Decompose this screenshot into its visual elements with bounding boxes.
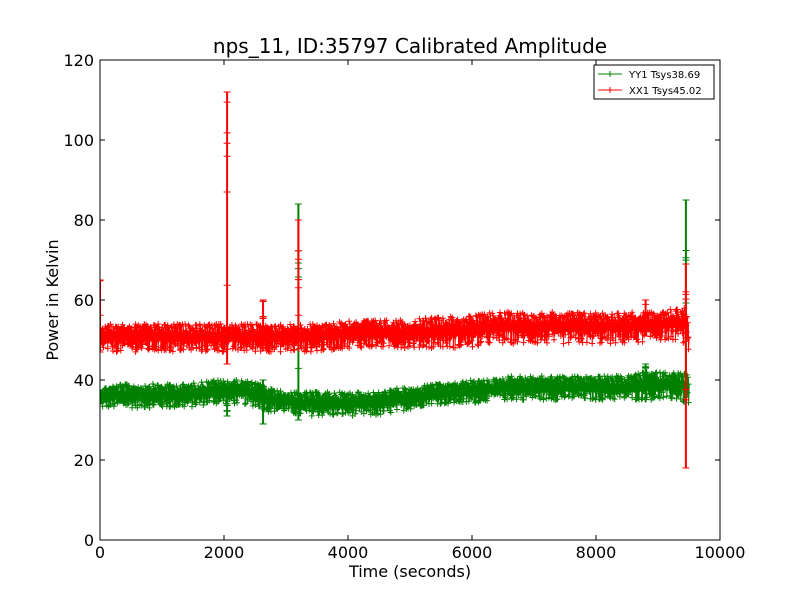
y-tick-label: 20 — [74, 451, 94, 470]
spike-markers — [294, 219, 302, 345]
x-tick-label: 0 — [95, 543, 105, 562]
x-axis-label: Time (seconds) — [348, 562, 471, 581]
legend-marker-yy1 — [607, 71, 613, 77]
x-axis: 0 2000 4000 6000 8000 10000 — [95, 60, 746, 562]
x-tick-label: 2000 — [204, 543, 245, 562]
spike-markers — [259, 299, 267, 341]
y-tick-label: 0 — [84, 531, 94, 550]
spike-markers — [642, 299, 650, 337]
y-axis: 0 20 40 60 80 100 120 — [63, 51, 720, 550]
spike-markers — [642, 363, 650, 389]
y-tick-label: 80 — [74, 211, 94, 230]
x-tick-label: 4000 — [328, 543, 369, 562]
spike-markers — [223, 91, 231, 365]
spike-markers — [223, 387, 231, 417]
x-tick-label: 8000 — [576, 543, 617, 562]
plot-area — [100, 91, 692, 469]
y-tick-label: 100 — [63, 131, 94, 150]
legend-label-xx1: XX1 Tsys45.02 — [629, 86, 702, 97]
x-tick-label: 10000 — [695, 543, 746, 562]
y-axis-label: Power in Kelvin — [43, 239, 62, 360]
spike-markers — [259, 379, 267, 425]
y-tick-label: 40 — [74, 371, 94, 390]
series-markers — [100, 305, 692, 355]
legend-label-yy1: YY1 Tsys38.69 — [628, 70, 700, 81]
spike-markers — [682, 263, 690, 469]
legend-marker-xx1 — [607, 87, 613, 93]
chart-title: nps_11, ID:35797 Calibrated Amplitude — [213, 34, 607, 58]
series-xx1 — [100, 91, 692, 469]
legend: YY1 Tsys38.69 XX1 Tsys45.02 — [593, 64, 715, 100]
x-tick-label: 6000 — [452, 543, 493, 562]
y-tick-label: 120 — [63, 51, 94, 70]
legend-box — [593, 64, 715, 100]
series-markers — [100, 369, 692, 419]
y-tick-label: 60 — [74, 291, 94, 310]
